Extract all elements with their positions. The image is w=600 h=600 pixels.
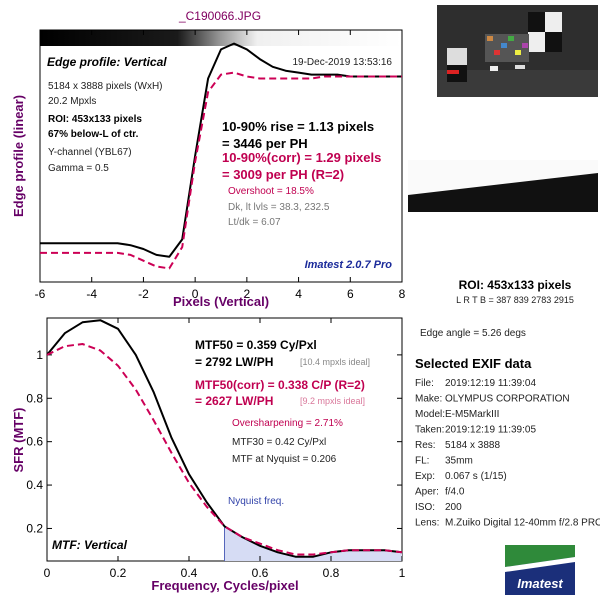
x-tick-label: 6 <box>347 287 354 301</box>
x-tick-label: 2 <box>244 287 251 301</box>
y-tick-label: 0.8 <box>26 391 43 405</box>
y-tick-label: 0.6 <box>26 435 43 449</box>
info: 5184 x 3888 pixels (WxH) <box>48 81 163 92</box>
exif-label: Make: <box>415 394 442 405</box>
x-tick-label: 0.2 <box>110 566 127 580</box>
x-tick-label: -4 <box>86 287 97 301</box>
series-line <box>40 42 402 258</box>
y-tick-label: 1 <box>36 348 43 362</box>
edge-chart: -6 -4 -2 0 2 4 6 8 <box>35 29 406 301</box>
exif-value: 200 <box>445 502 462 513</box>
x-tick-label: 4 <box>295 287 302 301</box>
exif-label: Lens: <box>415 518 439 529</box>
edge-angle: Edge angle = 5.26 degs <box>420 328 526 339</box>
logo: Imatest <box>505 545 575 595</box>
exif-value: E-M5MarkIII <box>445 409 499 420</box>
y-tick-label: 0.4 <box>26 478 43 492</box>
x-tick-label: 1 <box>399 566 406 580</box>
annotation: = 2627 LW/PH <box>195 394 273 408</box>
roi-bounds: L R T B = 387 839 2783 2915 <box>456 295 574 305</box>
annotation: MTF50(corr) = 0.338 C/P (R=2) <box>195 378 365 392</box>
exif-label: ISO: <box>415 502 435 513</box>
y-axis-label: SFR (MTF) <box>11 408 26 473</box>
exif-label: Taken: <box>415 425 444 436</box>
annotation: Lt/dk = 6.07 <box>228 217 281 228</box>
x-tick-label: 0.8 <box>323 566 340 580</box>
x-axis-label: Frequency, Cycles/pixel <box>151 578 298 593</box>
x-tick-label: 0 <box>44 566 51 580</box>
thumbnail <box>437 5 598 97</box>
roi-image <box>408 160 598 212</box>
x-axis-label: Pixels (Vertical) <box>173 294 269 309</box>
file-title: _C190066.JPG <box>178 9 261 23</box>
exif-value: OLYMPUS CORPORATION <box>445 394 570 405</box>
annotation: = 2792 LW/PH <box>195 355 273 369</box>
watermark: Imatest 2.0.7 Pro <box>305 259 393 271</box>
series-line <box>40 71 402 270</box>
exif-value: 35mm <box>445 456 473 467</box>
plot-frame <box>39 29 403 283</box>
annotation: MTF at Nyquist = 0.206 <box>232 454 337 465</box>
date: 19-Dec-2019 13:53:16 <box>292 57 392 68</box>
x-tick-label: 0.6 <box>252 566 269 580</box>
info: Y-channel (YBL67) <box>48 147 132 158</box>
nyquist-area <box>224 526 402 561</box>
annotation: 10-90% rise = 1.13 pixels <box>222 119 374 134</box>
exif-title: Selected EXIF data <box>415 356 532 371</box>
annotation: = 3009 per PH (R=2) <box>222 167 344 182</box>
info: Gamma = 0.5 <box>48 163 109 174</box>
exif-label: File: <box>415 378 434 389</box>
x-tick-label: 0.4 <box>181 566 198 580</box>
annotation: Overshoot = 18.5% <box>228 186 314 197</box>
annotation: 10-90%(corr) = 1.29 pixels <box>222 150 381 165</box>
y-axis-label: Edge profile (linear) <box>11 95 26 217</box>
annotation: [9.2 mpxls ideal] <box>300 396 365 406</box>
x-tick-label: 8 <box>399 287 406 301</box>
mtf-chart: 0 0.2 0.4 0.6 0.8 1 0.2 0.4 0.6 0.8 1 <box>26 317 406 580</box>
exif-value: f/4.0 <box>445 487 465 498</box>
exif-value: M.Zuiko Digital 12-40mm f/2.8 PRO <box>445 518 600 529</box>
annotation: Dk, lt lvls = 38.3, 232.5 <box>228 202 330 213</box>
annotation: [10.4 mpxls ideal] <box>300 357 370 367</box>
exif-value: 5184 x 3888 <box>445 440 500 451</box>
annotation: MTF30 = 0.42 Cy/Pxl <box>232 437 326 448</box>
exif-label: Exp: <box>415 471 435 482</box>
exif-value: 2019:12:19 11:39:04 <box>445 378 536 389</box>
exif-label: FL: <box>415 456 429 467</box>
exif-label: Res: <box>415 440 436 451</box>
y-tick-label: 0.2 <box>26 521 43 535</box>
info: 20.2 Mpxls <box>48 96 96 107</box>
x-tick-label: -6 <box>35 287 46 301</box>
series-line <box>46 343 403 556</box>
nyquist-label: Nyquist freq. <box>228 496 284 507</box>
chart-title: MTF: Vertical <box>52 538 128 552</box>
exif-value: 2019:12:19 11:39:05 <box>445 425 536 436</box>
x-tick-label: -2 <box>138 287 149 301</box>
info: 67% below-L of ctr. <box>48 129 139 140</box>
info: ROI: 453x133 pixels <box>48 114 142 125</box>
edge-strip <box>40 30 402 46</box>
exif-value: 0.067 s (1/15) <box>445 471 507 482</box>
annotation: = 3446 per PH <box>222 136 308 151</box>
x-tick-label: 0 <box>192 287 199 301</box>
annotation: MTF50 = 0.359 Cy/Pxl <box>195 338 317 352</box>
exif-label: Aper: <box>415 487 439 498</box>
annotation: Oversharpening = 2.71% <box>232 418 343 429</box>
logo-text: Imatest <box>517 576 563 591</box>
chart-title: Edge profile: Vertical <box>47 55 167 69</box>
exif-label: Model: <box>415 409 445 420</box>
roi-title: ROI: 453x133 pixels <box>459 278 572 292</box>
